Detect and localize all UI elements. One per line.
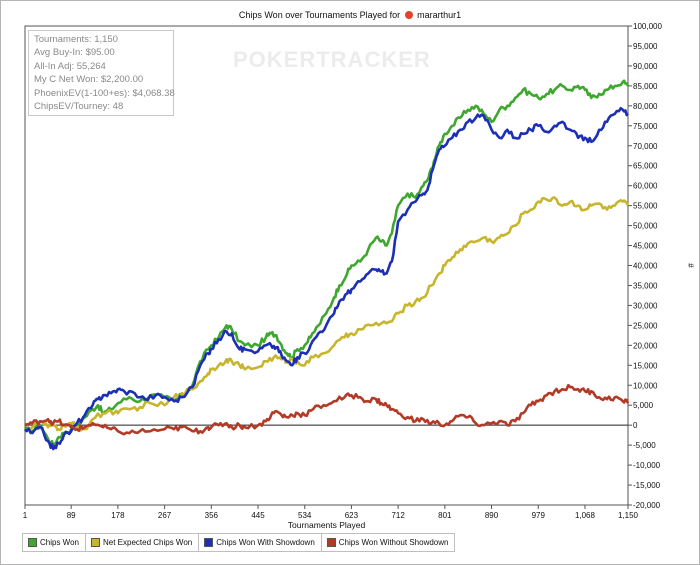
y-tick-label: 90,000 [633,62,658,71]
y-tick-label: 70,000 [633,142,658,151]
chart-title-username: mararthur1 [417,10,462,20]
x-tick-label: 89 [67,511,76,520]
x-tick-label: 1,068 [575,511,596,520]
x-tick-label: 890 [485,511,499,520]
x-tick-label: 1 [23,511,28,520]
chart-legend: Chips Won Net Expected Chips Won Chips Won… [22,533,456,552]
y-tick-label: 60,000 [633,182,658,191]
x-axis-label: Tournaments Played [288,520,366,530]
poker-icon [404,11,413,19]
y-tick-label: -20,000 [633,501,661,510]
y-tick-label: 25,000 [633,321,658,330]
x-tick-label: 178 [111,511,125,520]
pokertracker-watermark: POKERTRACKER [233,47,431,72]
x-tick-label: 623 [345,511,359,520]
x-tick-label: 534 [298,511,312,520]
y-tick-label: 35,000 [633,281,658,290]
x-tick-label: 712 [391,511,405,520]
y-tick-label: -10,000 [633,461,661,470]
series-line-net-expected-chips-won [24,196,630,433]
y-tick-label: 65,000 [633,162,658,171]
y-tick-label: 55,000 [633,202,658,211]
y-tick-label: 5,000 [633,401,654,410]
legend-item-chips-won[interactable]: Chips Won [23,534,86,551]
x-tick-label: 1,150 [618,511,639,520]
legend-label: Chips Won Without Showdown [338,538,449,547]
y-tick-label: 80,000 [633,102,658,111]
legend-item-net-expected-chips-won[interactable]: Net Expected Chips Won [86,534,200,551]
y-axis-label: # [686,263,695,268]
series-line-chips-won-with-showdown [24,107,629,451]
y-tick-label: -5,000 [633,441,656,450]
y-tick-label: 10,000 [633,381,658,390]
series-line-chips-won [24,79,630,447]
y-tick-label: 15,000 [633,361,658,370]
y-tick-label: 100,000 [633,22,662,31]
x-tick-label: 445 [251,511,265,520]
legend-label: Chips Won With Showdown [216,538,315,547]
legend-swatch [28,538,37,547]
stat-tournaments: Tournaments: 1,150 [34,34,118,45]
stat-avg-buy-in: Avg Buy-In: $95.00 [34,47,115,59]
y-tick-label: -15,000 [633,481,661,490]
x-tick-label: 979 [532,511,546,520]
y-tick-label: 0 [633,421,638,430]
legend-label: Chips Won [40,538,79,547]
stats-box: Tournaments: 1,150 Avg Buy-In: $95.00 Al… [28,30,175,116]
stat-net-won: My C Net Won: $2,200.00 [34,74,144,86]
stat-all-in-adj: All-In Adj: 55,264 [34,60,106,72]
legend-item-chips-won-without-showdown[interactable]: Chips Won Without Showdown [322,534,455,551]
legend-swatch [204,538,214,547]
x-tick-label: 267 [158,511,172,520]
legend-item-chips-won-with-showdown[interactable]: Chips Won With Showdown [199,534,322,551]
chart-title-text: Chips Won over Tournaments Played for [238,10,401,20]
y-tick-label: 75,000 [633,122,658,131]
y-tick-label: 40,000 [633,262,658,271]
y-tick-label: 30,000 [633,301,658,310]
series-line-chips-won-without-showdown [24,383,630,436]
x-tick-label: 801 [438,511,452,520]
y-tick-label: 20,000 [633,341,658,350]
stat-phoenix-ev: PhoenixEV(1-100+es): $4,068.38 [34,87,175,99]
legend-swatch [90,538,100,547]
y-tick-label: 85,000 [633,82,658,91]
x-tick-label: 356 [205,511,219,520]
y-tick-label: 50,000 [633,222,658,231]
y-tick-label: 45,000 [633,242,658,251]
y-tick-label: 95,000 [633,42,658,51]
chart-title: Chips Won over Tournaments Played for ma… [0,10,700,20]
legend-label: Net Expected Chips Won [102,538,193,547]
legend-swatch [326,538,336,547]
stat-chips-ev: ChipsEV/Tourney: 48 [34,100,124,112]
